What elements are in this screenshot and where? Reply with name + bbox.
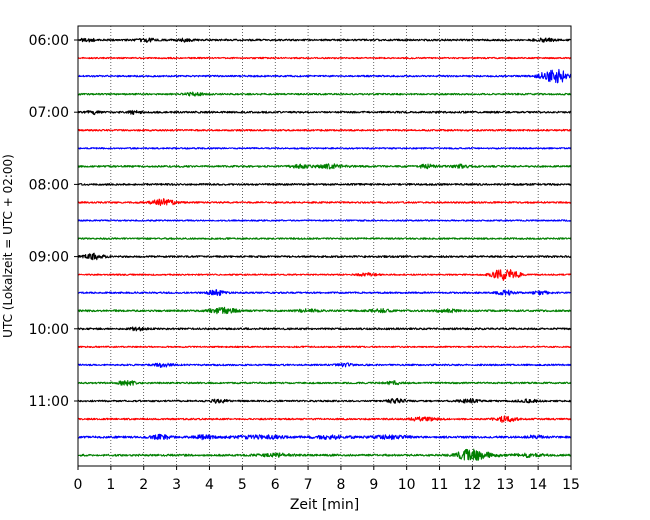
trace-row-1100 — [77, 397, 572, 404]
trace-row-1145 — [77, 448, 572, 461]
trace-row-0830 — [77, 219, 572, 222]
x-tick-label: 13 — [496, 477, 514, 493]
x-tick-label: 10 — [398, 477, 416, 493]
y-axis: 06:00 07:00 08:00 09:00 10:00 11:00 — [29, 33, 78, 410]
y-tick-label: 11:00 — [29, 394, 69, 410]
x-axis: 0 1 2 3 4 5 6 7 8 9 10 11 12 13 14 15 — [74, 466, 580, 493]
trace-row-0800 — [77, 182, 572, 186]
x-tick-label: 12 — [463, 477, 481, 493]
trace-row-0815 — [77, 198, 572, 207]
y-tick-label: 09:00 — [29, 250, 69, 266]
y-tick-label: 08:00 — [29, 177, 69, 193]
y-tick-label: 06:00 — [29, 33, 69, 49]
x-tick-label: 5 — [238, 477, 247, 493]
trace-row-1045 — [77, 379, 572, 387]
x-tick-label: 2 — [139, 477, 148, 493]
trace-row-0630 — [77, 68, 572, 84]
plot-frame — [77, 25, 572, 467]
trace-row-1000 — [77, 326, 572, 332]
x-tick-label: 8 — [336, 477, 345, 493]
trace-row-0730 — [77, 147, 572, 150]
y-axis-label: UTC (Lokalzeit = UTC + 02:00) — [1, 154, 15, 338]
trace-row-0600 — [77, 37, 572, 43]
trace-row-0715 — [77, 128, 572, 132]
trace-row-1030 — [77, 362, 572, 368]
trace-row-0845 — [77, 237, 572, 240]
plot-background — [78, 26, 571, 466]
x-tick-label: 0 — [74, 477, 83, 493]
grid-lines — [110, 26, 539, 466]
x-tick-label: 3 — [172, 477, 181, 493]
trace-row-0945 — [77, 306, 572, 315]
trace-row-1115 — [77, 415, 572, 424]
x-tick-label: 1 — [106, 477, 115, 493]
y-tick-label: 07:00 — [29, 105, 69, 121]
trace-row-0745 — [77, 163, 572, 170]
x-tick-label: 11 — [431, 477, 449, 493]
x-axis-label: Zeit [min] — [290, 497, 359, 513]
trace-row-0915 — [77, 269, 572, 281]
x-tick-label: 7 — [304, 477, 313, 493]
x-tick-label: 15 — [562, 477, 580, 493]
x-tick-label: 4 — [205, 477, 214, 493]
seismic-traces — [77, 37, 572, 461]
trace-row-0615 — [77, 56, 572, 60]
trace-row-0700 — [77, 109, 572, 116]
y-tick-label: 10:00 — [29, 322, 69, 338]
trace-row-0930 — [77, 289, 572, 296]
x-tick-label: 14 — [529, 477, 547, 493]
trace-row-0900 — [77, 252, 572, 261]
trace-row-1015 — [77, 345, 572, 349]
x-tick-label: 9 — [369, 477, 378, 493]
x-tick-label: 6 — [271, 477, 280, 493]
trace-row-1130 — [77, 433, 572, 441]
trace-row-0645 — [77, 91, 572, 97]
